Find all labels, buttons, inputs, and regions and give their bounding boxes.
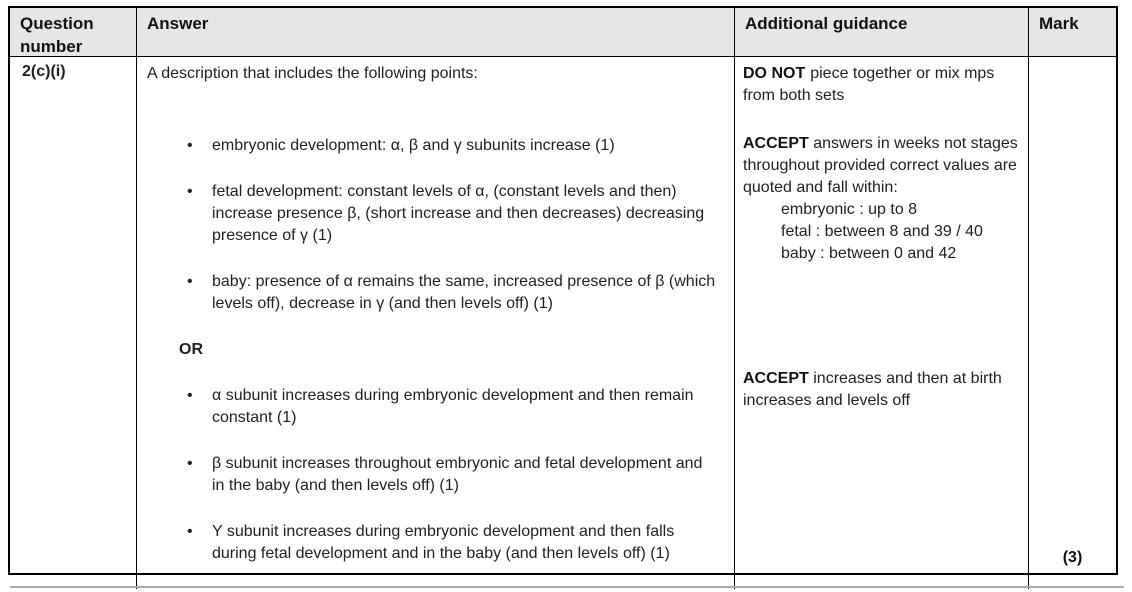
guidance-accept-birth-bold: ACCEPT bbox=[743, 370, 809, 387]
answer-bullet: β subunit increases throughout embryonic… bbox=[187, 453, 722, 497]
answer-bullet: α subunit increases during embryonic dev… bbox=[187, 385, 722, 429]
answer-bullet: fetal development: constant levels of α,… bbox=[187, 181, 722, 247]
header-additional-guidance: Additional guidance bbox=[735, 8, 1029, 57]
guidance-do-not: DO NOT piece together or mix mps from bot… bbox=[743, 63, 1022, 107]
answer-bullet: embryonic development: α, β and γ subuni… bbox=[187, 135, 722, 157]
guidance-do-not-text: piece together or mix mps from both sets bbox=[743, 65, 995, 104]
answer-bullet: Y subunit increases during embryonic dev… bbox=[187, 521, 722, 565]
header-question-number: Question number bbox=[10, 8, 137, 57]
guidance-accept-birth-text: increases and then at birth increases an… bbox=[743, 370, 1002, 409]
answer-bullet-list-2: α subunit increases during embryonic dev… bbox=[147, 385, 722, 565]
guidance-accept-birth: ACCEPT increases and then at birth incre… bbox=[743, 368, 1022, 412]
guidance-accept-weeks-bold: ACCEPT bbox=[743, 135, 809, 152]
answer-bullet: baby: presence of α remains the same, in… bbox=[187, 271, 722, 315]
guidance-range-list: embryonic : up to 8 fetal : between 8 and… bbox=[743, 199, 1022, 265]
answer-bullet-list-1: embryonic development: α, β and γ subuni… bbox=[147, 135, 722, 315]
guidance-range-line: baby : between 0 and 42 bbox=[781, 245, 957, 262]
mark-cell: (3) bbox=[1029, 57, 1116, 589]
header-mark: Mark bbox=[1029, 8, 1116, 57]
guidance-range-line: fetal : between 8 and 39 / 40 bbox=[781, 223, 983, 240]
mark-scheme-table: Question number Answer Additional guidan… bbox=[8, 6, 1118, 589]
answer-intro: A description that includes the followin… bbox=[147, 65, 478, 82]
question-number-cell: 2(c)(i) bbox=[10, 57, 137, 589]
guidance-accept-weeks-text: answers in weeks not stages throughout p… bbox=[743, 135, 1018, 196]
guidance-accept-weeks: ACCEPT answers in weeks not stages throu… bbox=[743, 133, 1022, 265]
guidance-range-line: embryonic : up to 8 bbox=[781, 201, 918, 218]
or-label: OR bbox=[179, 341, 203, 358]
header-answer: Answer bbox=[137, 8, 735, 57]
mark-value: (3) bbox=[1062, 549, 1083, 566]
guidance-cell: DO NOT piece together or mix mps from bot… bbox=[735, 57, 1029, 589]
answer-cell: A description that includes the followin… bbox=[137, 57, 735, 589]
guidance-do-not-bold: DO NOT bbox=[743, 65, 806, 82]
page-bottom-rule bbox=[10, 586, 1124, 588]
